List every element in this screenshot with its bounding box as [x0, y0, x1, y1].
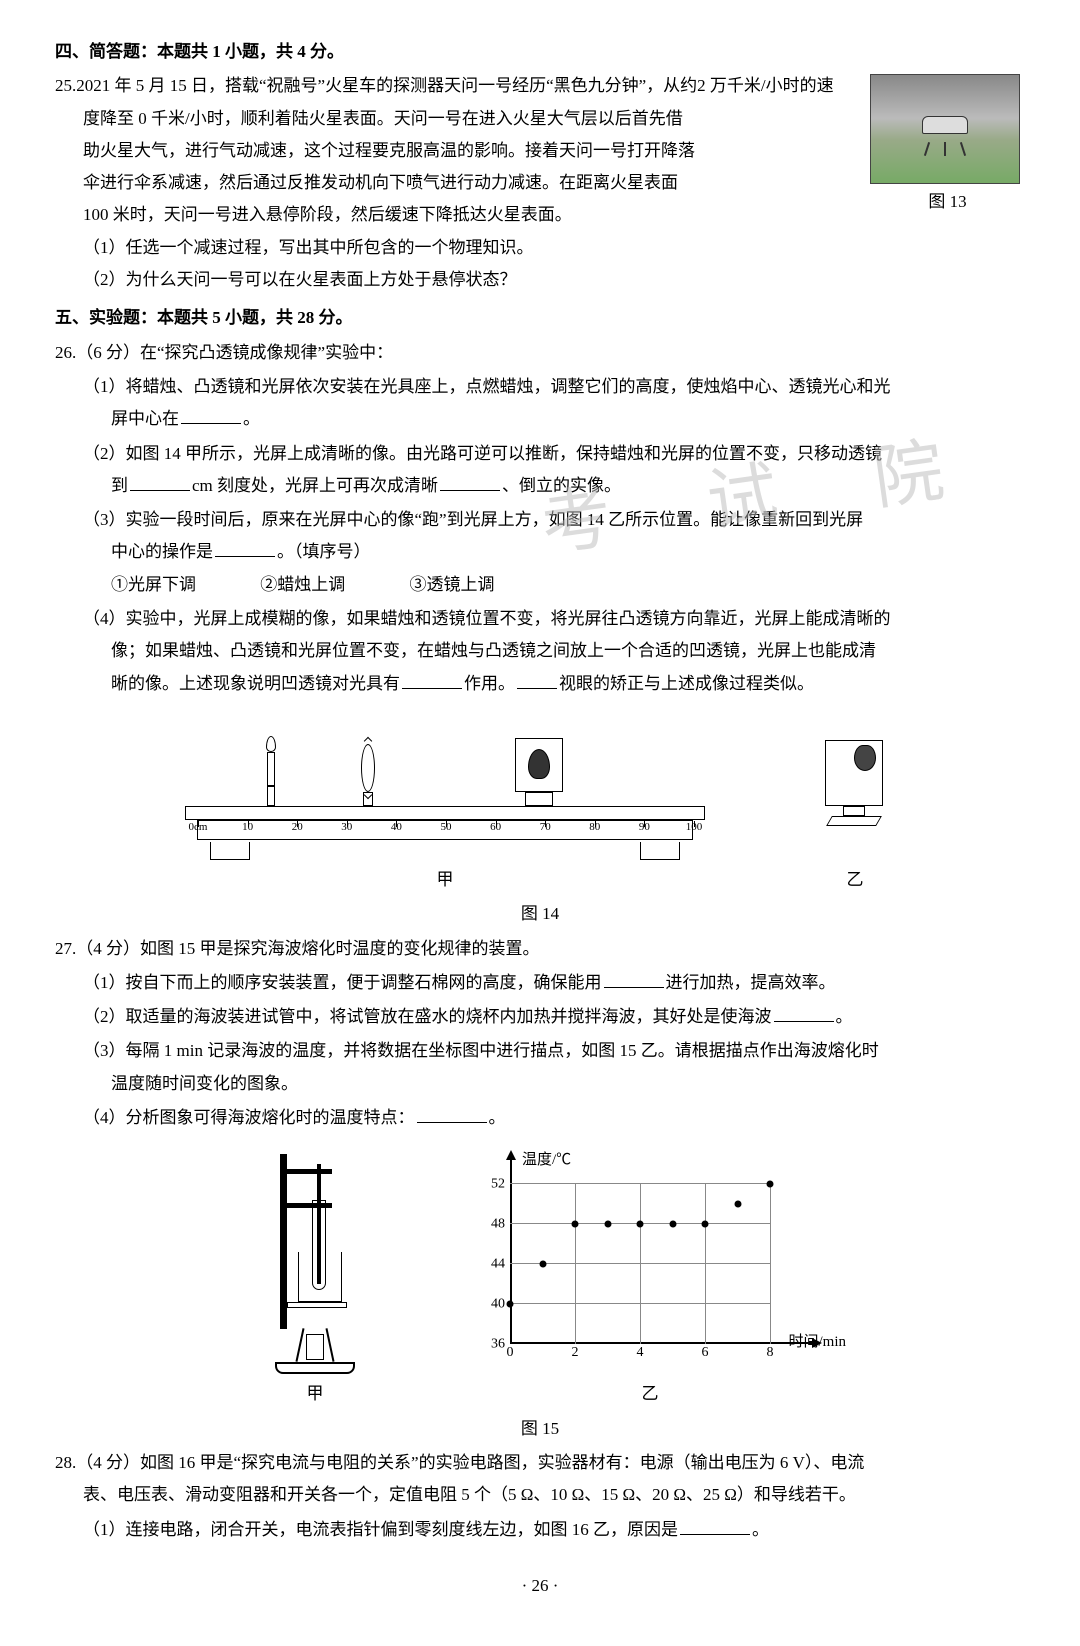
- figure-14: 0cm102030405060708090100 甲: [55, 710, 1025, 896]
- q26-s2b: 到: [111, 476, 128, 495]
- blank: [417, 1106, 487, 1123]
- arrow-up-icon: [506, 1150, 516, 1160]
- question-28: 28.（4 分）如图 16 甲是“探究电流与电阻的关系”的实验电路图，实验器材有…: [55, 1447, 1025, 1546]
- q26-s4e: 视眼的矫正与上述成像过程类似。: [559, 674, 814, 693]
- q27-intro: （4 分）如图 15 甲是探究海波熔化时温度的变化规律的装置。: [76, 939, 539, 958]
- q26-s2d: 、倒立的实像。: [502, 476, 621, 495]
- q26-s3a: （3）实验一段时间后，原来在光屏中心的像“跑”到光屏上方，如图 14 乙所示位置…: [83, 510, 863, 529]
- q26-s3b: 中心的操作是: [111, 542, 213, 561]
- q28-num: 28.: [55, 1453, 76, 1472]
- q25-l1: 2021 年 5 月 15 日，搭载“祝融号”火星车的探测器天问一号经历“黑色九…: [76, 76, 833, 95]
- q26-s4d: 作用。: [464, 674, 515, 693]
- q26-s1a: （1）将蜡烛、凸透镜和光屏依次安装在光具座上，点燃蜡烛，调整它们的高度，使烛焰中…: [83, 377, 891, 396]
- page-number: · 26 ·: [55, 1570, 1025, 1602]
- q27-s3b: 温度随时间变化的图象。: [111, 1074, 298, 1093]
- q27-num: 27.: [55, 939, 76, 958]
- question-26: 26.（6 分）在“探究凸透镜成像规律”实验中： （1）将蜡烛、凸透镜和光屏依次…: [55, 337, 1025, 931]
- question-27: 27.（4 分）如图 15 甲是探究海波熔化时温度的变化规律的装置。 （1）按自…: [55, 933, 1025, 1445]
- x-axis-title: 时间/min: [788, 1328, 846, 1357]
- q25-sub1: （1）任选一个减速过程，写出其中所包含的一个物理知识。: [83, 232, 1025, 264]
- question-25: 图 13 25.2021 年 5 月 15 日，搭载“祝融号”火星车的探测器天问…: [55, 70, 1025, 296]
- q28-s1: （1）连接电路，闭合开关，电流表指针偏到零刻度线左边，如图 16 乙，原因是 。: [83, 1514, 1025, 1546]
- bench-ruler: 0cm102030405060708090100: [197, 820, 693, 840]
- q27-s4: （4）分析图象可得海波熔化时的温度特点： 。: [83, 1102, 1025, 1134]
- lander-icon: [922, 116, 968, 146]
- q27-s1: （1）按自下而上的顺序安装装置，便于调整石棉网的高度，确保能用 进行加热，提高效率…: [83, 967, 1025, 999]
- fig15-yi-label: 乙: [460, 1378, 840, 1410]
- blank: [215, 540, 275, 557]
- q26-opt3: ③透镜上调: [410, 569, 495, 601]
- q28-s1b: 。: [752, 1520, 769, 1539]
- q28-l2: 表、电压表、滑动变阻器和开关各一个，定值电阻 5 个（5 Ω、10 Ω、15 Ω…: [83, 1479, 1025, 1511]
- q27-s1a: （1）按自下而上的顺序安装装置，便于调整石棉网的高度，确保能用: [83, 973, 602, 992]
- q28-s1a: （1）连接电路，闭合开关，电流表指针偏到零刻度线左边，如图 16 乙，原因是: [83, 1520, 678, 1539]
- blank: [774, 1005, 834, 1022]
- q26-options: ①光屏下调 ②蜡烛上调 ③透镜上调: [83, 569, 1025, 601]
- figure-15-yi: 温度/℃ 时间/min 364044485202468 乙: [460, 1144, 840, 1410]
- q27-s4a: （4）分析图象可得海波熔化时的温度特点：: [83, 1108, 415, 1127]
- q27-s3: （3）每隔 1 min 记录海波的温度，并将数据在坐标图中进行描点，如图 15 …: [83, 1035, 1025, 1100]
- heating-apparatus: [240, 1144, 390, 1374]
- figure-13: 图 13: [870, 74, 1025, 218]
- figure-13-label: 图 13: [870, 186, 1025, 218]
- q26-opt1: ①光屏下调: [111, 569, 196, 601]
- y-axis-title: 温度/℃: [522, 1146, 571, 1175]
- blank: [517, 672, 557, 689]
- blank: [181, 407, 241, 424]
- q27-s2: （2）取适量的海波装进试管中，将试管放在盛水的烧杯内加热并搅拌海波，其好处是使海…: [83, 1001, 1025, 1033]
- q26-intro: （6 分）在“探究凸透镜成像规律”实验中：: [76, 343, 393, 362]
- q27-s3a: （3）每隔 1 min 记录海波的温度，并将数据在坐标图中进行描点，如图 15 …: [83, 1041, 879, 1060]
- q25-num: 25.: [55, 76, 76, 95]
- blank: [604, 971, 664, 988]
- q26-s2c: cm 刻度处，光屏上可再次成清晰: [192, 476, 438, 495]
- figure-14-label: 图 14: [55, 898, 1025, 930]
- q26-s1c: 。: [243, 409, 260, 428]
- q28-l1: （4 分）如图 16 甲是“探究电流与电阻的关系”的实验电路图，实验器材有：电源…: [76, 1453, 864, 1472]
- q25-sub2: （2）为什么天问一号可以在火星表面上方处于悬停状态？: [83, 264, 1025, 296]
- q26-s1: （1）将蜡烛、凸透镜和光屏依次安装在光具座上，点燃蜡烛，调整它们的高度，使烛焰中…: [83, 371, 1025, 436]
- figure-15-label: 图 15: [55, 1413, 1025, 1445]
- blank: [130, 474, 190, 491]
- blank: [402, 672, 462, 689]
- q26-s4: （4）实验中，光屏上成模糊的像，如果蜡烛和透镜位置不变，将光屏往凸透镜方向靠近，…: [83, 603, 1025, 700]
- q26-s2a: （2）如图 14 甲所示，光屏上成清晰的像。由光路可逆可以推断，保持蜡烛和光屏的…: [83, 444, 882, 463]
- figure-13-image: [870, 74, 1020, 184]
- q26-s1b: 屏中心在: [111, 409, 179, 428]
- q27-s4b: 。: [489, 1108, 506, 1127]
- optical-bench: 0cm102030405060708090100: [185, 710, 705, 860]
- q27-s1b: 进行加热，提高效率。: [666, 973, 836, 992]
- figure-15: 甲 温度/℃ 时间/min 364044485202468 乙: [55, 1144, 1025, 1410]
- temperature-chart: 温度/℃ 时间/min 364044485202468: [460, 1144, 840, 1374]
- q26-s4a: （4）实验中，光屏上成模糊的像，如果蜡烛和透镜位置不变，将光屏往凸透镜方向靠近，…: [83, 609, 891, 628]
- q26-opt2: ②蜡烛上调: [260, 569, 345, 601]
- blank: [680, 1518, 750, 1535]
- section4-header: 四、简答题：本题共 1 小题，共 4 分。: [55, 36, 1025, 68]
- fig15-jia-label: 甲: [240, 1378, 390, 1410]
- section5-header: 五、实验题：本题共 5 小题，共 28 分。: [55, 302, 1025, 334]
- figure-15-jia: 甲: [240, 1144, 390, 1410]
- fig14-jia-label: 甲: [185, 864, 705, 896]
- q26-s4c: 晰的像。上述现象说明凹透镜对光具有: [111, 674, 400, 693]
- fig14-yi-label: 乙: [815, 864, 895, 896]
- q27-s2a: （2）取适量的海波装进试管中，将试管放在盛水的烧杯内加热并搅拌海波，其好处是使海…: [83, 1007, 772, 1026]
- blank: [440, 474, 500, 491]
- q26-s3c: 。（填序号）: [277, 542, 371, 561]
- q26-s4b: 像；如果蜡烛、凸透镜和光屏位置不变，在蜡烛与凸透镜之间放上一个合适的凹透镜，光屏…: [111, 641, 876, 660]
- screen-yi: [815, 740, 895, 860]
- q26-num: 26.: [55, 343, 76, 362]
- figure-14-yi: 乙: [815, 740, 895, 896]
- q26-s3: （3）实验一段时间后，原来在光屏中心的像“跑”到光屏上方，如图 14 乙所示位置…: [83, 504, 1025, 569]
- q27-s2b: 。: [836, 1007, 853, 1026]
- q26-s2: （2）如图 14 甲所示，光屏上成清晰的像。由光路可逆可以推断，保持蜡烛和光屏的…: [83, 438, 1025, 503]
- figure-14-jia: 0cm102030405060708090100 甲: [185, 710, 705, 896]
